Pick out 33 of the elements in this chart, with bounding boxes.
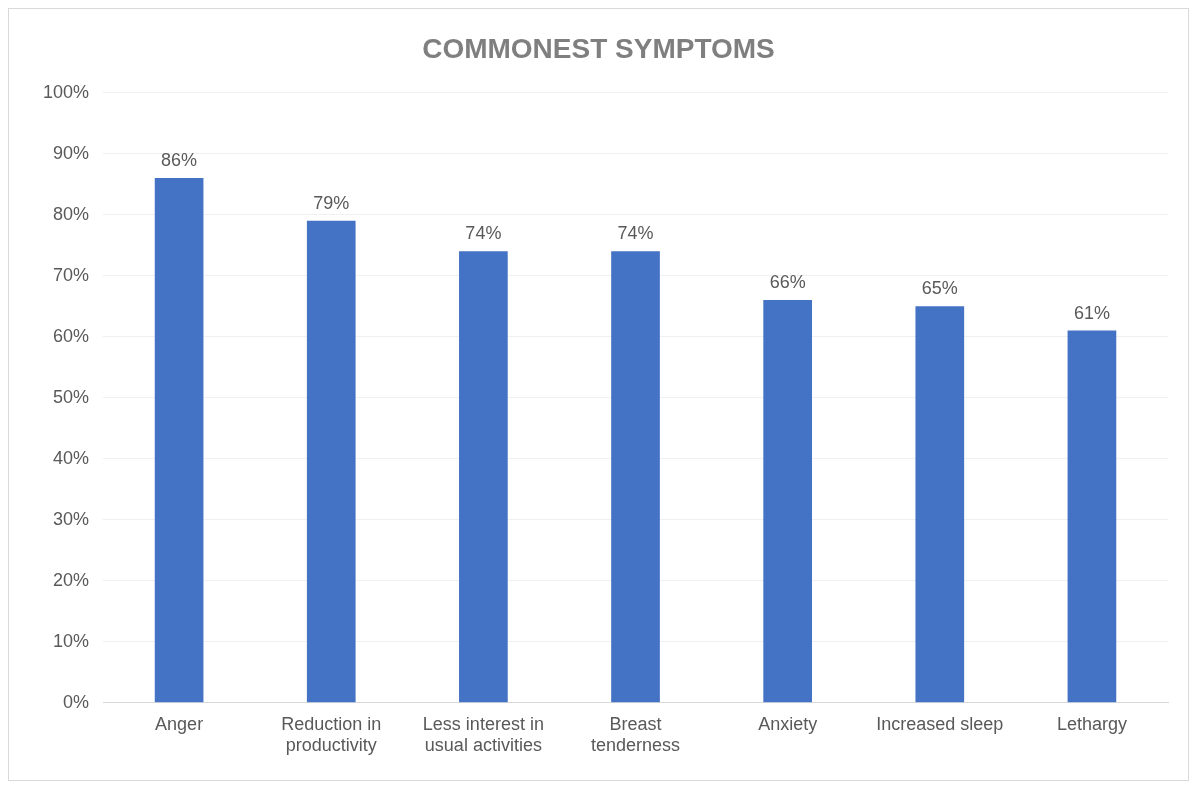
bar	[459, 251, 508, 703]
y-tick-label: 100%	[42, 81, 90, 102]
x-tick-label: Lethargy	[1056, 713, 1127, 734]
data-label: 65%	[921, 278, 958, 299]
y-tick-label: 90%	[53, 142, 90, 163]
bar	[611, 251, 660, 703]
y-tick-label: 0%	[63, 691, 90, 712]
y-tick-label: 80%	[53, 203, 90, 224]
bar	[154, 178, 204, 703]
x-tick-label: Less interest in usual activities	[422, 713, 544, 756]
data-label: 74%	[465, 223, 502, 244]
bar	[306, 220, 356, 703]
y-tick-label: 20%	[53, 569, 90, 590]
chart-title: COMMONEST SYMPTOMS	[422, 32, 775, 64]
y-tick-label: 10%	[53, 630, 90, 651]
y-tick-label: 70%	[53, 264, 90, 285]
x-tick-label: Increased sleep	[876, 713, 1004, 734]
x-tick-label: Reduction in productivity	[281, 713, 382, 756]
y-tick-label: 40%	[53, 447, 90, 468]
y-tick-label: 50%	[53, 386, 90, 407]
bar	[915, 306, 965, 703]
x-tick-label: Anxiety	[758, 713, 818, 734]
data-label: 61%	[1073, 302, 1110, 323]
data-label: 66%	[769, 272, 806, 293]
bar	[1067, 330, 1117, 703]
data-label: 79%	[313, 192, 350, 213]
x-tick-label: Anger	[155, 713, 204, 734]
data-label: 74%	[617, 223, 654, 244]
y-tick-label: 30%	[53, 508, 90, 529]
x-tick-label: Breast tenderness	[590, 713, 681, 756]
y-tick-label: 60%	[53, 325, 90, 346]
data-label: 86%	[161, 150, 198, 170]
bar	[763, 300, 812, 703]
